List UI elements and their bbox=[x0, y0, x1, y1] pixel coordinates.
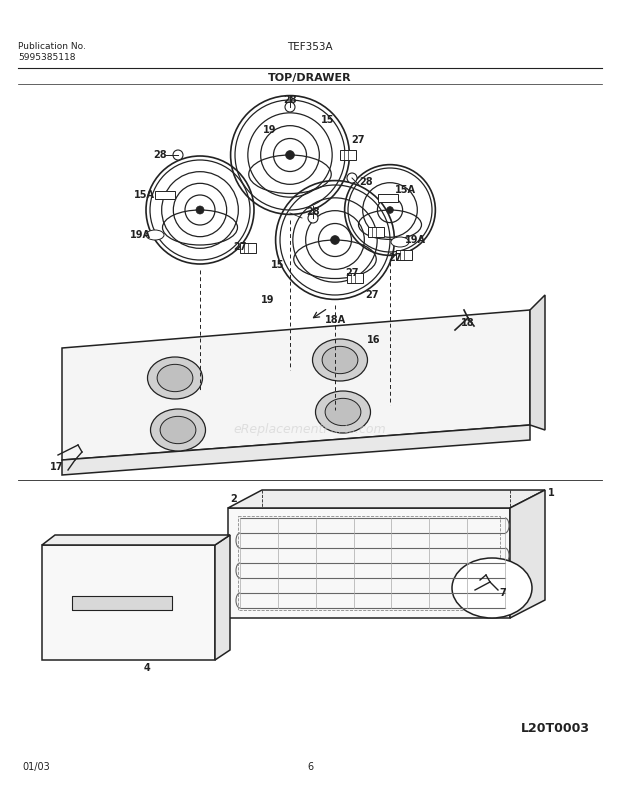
Ellipse shape bbox=[146, 230, 164, 240]
Polygon shape bbox=[62, 425, 530, 475]
Text: 27: 27 bbox=[233, 242, 247, 252]
Ellipse shape bbox=[157, 364, 193, 392]
Polygon shape bbox=[215, 535, 230, 660]
Text: 28: 28 bbox=[283, 95, 297, 105]
Text: 15: 15 bbox=[272, 260, 285, 270]
Polygon shape bbox=[62, 310, 530, 460]
Text: 28: 28 bbox=[359, 177, 373, 187]
Text: 19: 19 bbox=[261, 295, 275, 305]
Ellipse shape bbox=[160, 417, 196, 444]
Ellipse shape bbox=[322, 346, 358, 374]
Text: 19: 19 bbox=[264, 125, 277, 135]
Text: 27: 27 bbox=[345, 268, 359, 278]
Polygon shape bbox=[228, 508, 510, 618]
Text: 2: 2 bbox=[231, 494, 237, 504]
Bar bbox=[358, 342, 372, 350]
Ellipse shape bbox=[312, 339, 368, 381]
Text: 18A: 18A bbox=[324, 315, 345, 325]
Ellipse shape bbox=[325, 398, 361, 425]
Text: 27: 27 bbox=[388, 253, 402, 263]
Text: Publication No.: Publication No. bbox=[18, 42, 86, 51]
Text: 1: 1 bbox=[547, 488, 554, 498]
Bar bbox=[396, 250, 412, 260]
Text: 27: 27 bbox=[365, 290, 379, 300]
Ellipse shape bbox=[316, 391, 371, 433]
Text: 19A: 19A bbox=[404, 235, 425, 245]
Polygon shape bbox=[228, 490, 545, 508]
Text: 6: 6 bbox=[307, 762, 313, 772]
Circle shape bbox=[286, 150, 294, 159]
Ellipse shape bbox=[151, 409, 205, 451]
Circle shape bbox=[308, 213, 318, 223]
Polygon shape bbox=[510, 490, 545, 618]
Text: 28: 28 bbox=[306, 207, 320, 217]
Text: 15A: 15A bbox=[133, 190, 154, 200]
Text: 19A: 19A bbox=[130, 230, 151, 240]
Bar bbox=[72, 596, 172, 610]
Text: 4: 4 bbox=[144, 663, 151, 673]
Text: 15: 15 bbox=[321, 115, 335, 125]
Text: 17: 17 bbox=[50, 462, 64, 472]
Text: 27: 27 bbox=[352, 135, 365, 145]
Text: L20T0003: L20T0003 bbox=[521, 722, 590, 735]
Ellipse shape bbox=[148, 357, 203, 399]
Text: 16: 16 bbox=[367, 335, 381, 345]
Text: 5995385118: 5995385118 bbox=[18, 53, 76, 62]
Text: TOP/DRAWER: TOP/DRAWER bbox=[268, 73, 352, 83]
Circle shape bbox=[330, 235, 339, 245]
Text: eReplacementParts.com: eReplacementParts.com bbox=[234, 424, 386, 436]
Bar bbox=[368, 227, 384, 237]
Circle shape bbox=[196, 206, 204, 214]
Text: 7: 7 bbox=[500, 588, 507, 598]
Polygon shape bbox=[42, 535, 230, 545]
Bar bbox=[155, 191, 175, 199]
Ellipse shape bbox=[391, 237, 409, 247]
Text: TEF353A: TEF353A bbox=[287, 42, 333, 52]
Text: 18: 18 bbox=[461, 318, 475, 328]
Circle shape bbox=[285, 102, 295, 112]
Circle shape bbox=[387, 207, 393, 213]
Text: 15A: 15A bbox=[394, 185, 415, 195]
Text: 01/03: 01/03 bbox=[22, 762, 50, 772]
Ellipse shape bbox=[452, 558, 532, 618]
Bar bbox=[340, 150, 356, 160]
Polygon shape bbox=[42, 545, 215, 660]
Circle shape bbox=[173, 150, 183, 160]
Circle shape bbox=[347, 173, 357, 183]
Text: 28: 28 bbox=[153, 150, 167, 160]
Bar bbox=[378, 194, 398, 202]
Bar bbox=[347, 273, 363, 283]
Bar bbox=[240, 243, 256, 253]
Polygon shape bbox=[530, 295, 545, 430]
